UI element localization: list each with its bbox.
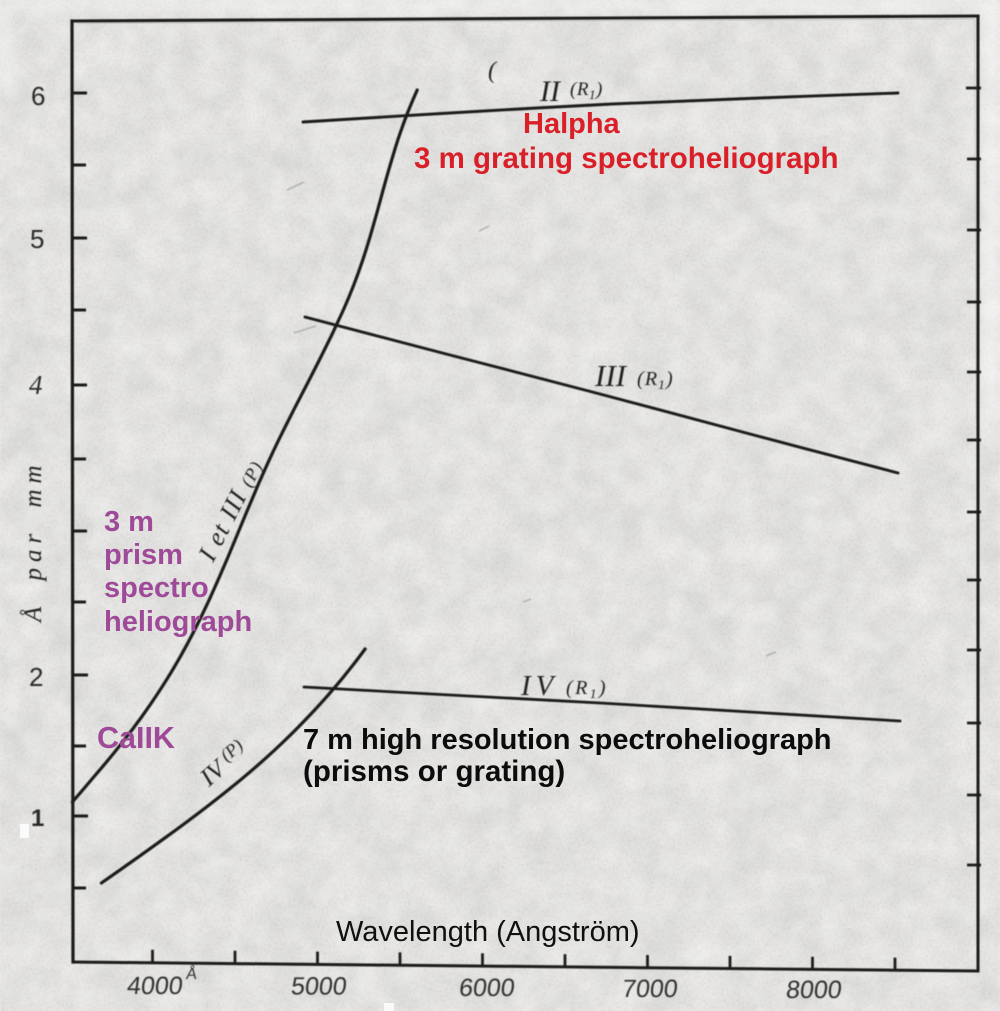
svg-text:4: 4 — [29, 370, 43, 400]
svg-text:5: 5 — [30, 224, 44, 254]
svg-text:III: III — [594, 358, 628, 393]
svg-text:5000: 5000 — [289, 973, 348, 1001]
svg-text:CaIIK: CaIIK — [97, 721, 175, 755]
svg-text:3 m: 3 m — [104, 506, 154, 538]
svg-text:II: II — [539, 75, 562, 108]
svg-text:(prisms or grating): (prisms or grating) — [303, 755, 565, 788]
svg-text:3 m grating spectroheliograph: 3 m grating spectroheliograph — [414, 142, 839, 175]
svg-text:7 m high resolution spectrohel: 7 m high resolution spectroheliograph — [303, 724, 832, 756]
svg-text:6: 6 — [31, 81, 45, 111]
svg-text:1: 1 — [31, 805, 44, 832]
svg-text:heliograph: heliograph — [104, 606, 252, 638]
svg-text:7000: 7000 — [620, 975, 679, 1003]
svg-text:Å: Å — [185, 964, 198, 983]
svg-text:(R1): (R1) — [570, 79, 603, 102]
svg-text:4000: 4000 — [125, 972, 184, 1000]
svg-text:spectro: spectro — [104, 572, 209, 604]
svg-text:2: 2 — [29, 662, 43, 692]
svg-text:prism: prism — [104, 539, 183, 571]
svg-text:Halpha: Halpha — [523, 108, 621, 140]
svg-text:Wavelength (Angström): Wavelength (Angström) — [336, 916, 640, 948]
svg-text:(: ( — [488, 58, 498, 84]
svg-text:(R1): (R1) — [637, 368, 674, 392]
svg-text:Å par mm: Å par mm — [20, 459, 47, 624]
svg-text:(R1): (R1) — [566, 677, 608, 701]
svg-text:6000: 6000 — [457, 974, 516, 1002]
svg-text:8000: 8000 — [784, 976, 843, 1004]
svg-text:IV: IV — [520, 670, 558, 702]
